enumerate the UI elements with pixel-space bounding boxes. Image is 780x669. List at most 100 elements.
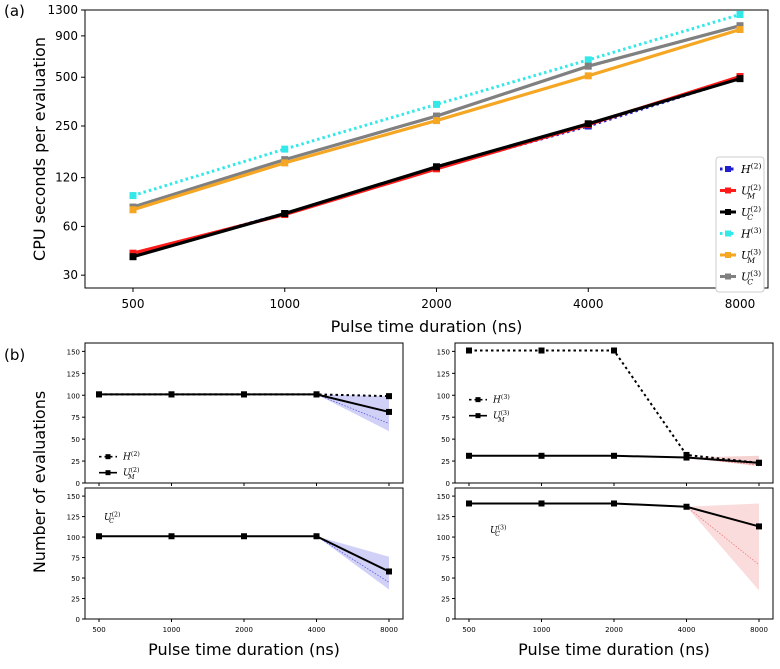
data-point-5 [433, 112, 440, 120]
y-tick-label-b3: 50 [71, 575, 80, 583]
y-tick-label-b2: 150 [437, 348, 450, 356]
data-point-2 [584, 120, 592, 128]
y-tick-label-b4: 150 [437, 493, 450, 501]
x-tick-label-b3: 500 [92, 626, 105, 634]
band-trace-b3 [316, 535, 390, 583]
y-tick-label-b4: 0 [446, 616, 450, 624]
legend-marker [725, 252, 731, 258]
y-tick-label-b1: 50 [71, 436, 80, 444]
y-axis-label-a: CPU seconds per evaluation [30, 37, 49, 261]
data-point-b4 [683, 503, 690, 510]
y-tick-label-b4: 100 [437, 534, 450, 542]
panel-label-b4: U(3) C [490, 524, 507, 538]
x-tick-label-b3: 2000 [235, 626, 253, 634]
data-point-3 [736, 10, 744, 18]
y-tick-label-b1: 75 [71, 414, 80, 422]
y-tick-label-a: 1300 [47, 3, 78, 17]
data-point-b2 [538, 452, 545, 459]
data-point-2 [736, 75, 744, 83]
panel-label-b: (b) [4, 346, 25, 364]
y-tick-label-b3: 25 [71, 596, 80, 604]
band-trace-b1 [316, 394, 390, 424]
chart-b1: 0 25 50 75 100 125 150 H(2) U(2) M Number of evalu… [30, 342, 404, 573]
x-tick-label-b4: 4000 [678, 626, 696, 634]
y-tick-label-b3: 100 [67, 534, 80, 542]
y-tick-label-b2: 25 [441, 458, 450, 466]
x-axis-label-b3: Pulse time duration (ns) [148, 640, 340, 659]
y-tick-label-b2: 0 [446, 480, 450, 488]
y-tick-label-a: 900 [55, 29, 78, 43]
data-point-4 [584, 72, 592, 80]
legend-label: H(3) [740, 226, 761, 240]
x-tick-label-b4: 2000 [605, 626, 623, 634]
data-point-b2 [683, 454, 690, 461]
y-tick-label-a: 500 [55, 70, 78, 84]
y-tick-label-b4: 125 [437, 514, 450, 522]
x-tick-label-b4: 1000 [533, 626, 551, 634]
data-point-b4 [466, 500, 472, 507]
band-trace-b4 [686, 506, 760, 566]
x-axis-label-b4: Pulse time duration (ns) [518, 640, 710, 659]
data-point-b4 [756, 523, 762, 530]
x-tick-label-a: 1000 [269, 297, 300, 311]
y-tick-label-b3: 75 [71, 555, 80, 563]
series-line-b2-0 [469, 349, 760, 464]
y-tick-label-a: 120 [55, 171, 78, 185]
y-tick-label-b4: 75 [441, 555, 450, 563]
data-point-b1 [168, 391, 175, 398]
legend-marker [725, 230, 731, 237]
x-tick-label-a: 4000 [573, 297, 604, 311]
uncertainty-band-b1 [316, 394, 389, 432]
data-point-b2 [611, 347, 617, 354]
data-point-b2 [611, 452, 617, 459]
y-tick-label-b1: 0 [76, 480, 80, 488]
y-tick-label-b4: 50 [441, 575, 450, 583]
legend-a: H(2) U(2) M U(2) C H(3) U(3) M U(3) C [715, 156, 765, 293]
data-point-5 [584, 62, 592, 70]
y-tick-label-b1: 150 [67, 348, 80, 356]
y-tick-label-b1: 125 [67, 370, 80, 378]
data-point-b3 [241, 533, 247, 540]
y-tick-label-a: 30 [63, 268, 78, 282]
data-point-b3 [168, 533, 175, 540]
y-tick-label-b1: 100 [67, 392, 80, 400]
panel-label-b3: U(2) C [104, 511, 121, 525]
legend-label: H(2) [740, 162, 761, 176]
chart-b2: 0 25 50 75 100 125 150 H(3) U(3) M [437, 342, 774, 488]
y-tick-label-b2: 50 [441, 436, 450, 444]
data-point-b1 [96, 391, 102, 398]
data-point-4 [736, 26, 744, 34]
legend-label-b1: H(2) [122, 451, 140, 463]
data-point-b2 [756, 459, 762, 466]
y-tick-label-b2: 100 [437, 392, 450, 400]
y-tick-label-b1: 25 [71, 458, 80, 466]
legend-label-b2: U(3) M [493, 410, 510, 424]
data-point-2 [433, 163, 440, 171]
legend-marker-b2 [475, 397, 481, 403]
panel-label-a: (a) [4, 2, 25, 20]
data-point-2 [281, 210, 289, 218]
chart-a: 30 60 120 250 500 900 1300 500 1000 2000 4000 8000 P… [30, 3, 769, 336]
y-tick-label-b2: 125 [437, 370, 450, 378]
data-point-5 [736, 22, 744, 30]
uncertainty-band-b3 [316, 536, 389, 590]
y-tick-label-b3: 150 [67, 493, 80, 501]
legend-marker-b2 [475, 413, 481, 419]
data-point-4 [433, 117, 440, 125]
data-point-b3 [313, 533, 320, 540]
legend-marker-b1 [105, 470, 111, 476]
data-point-b2 [466, 347, 472, 354]
data-point-b3 [96, 533, 102, 540]
y-tick-label-b2: 75 [441, 414, 450, 422]
y-tick-label-b3: 0 [76, 616, 80, 624]
plot-frame-a [84, 9, 769, 289]
data-point-b3 [386, 568, 392, 575]
data-point-3 [433, 100, 440, 108]
legend-marker-b1 [105, 454, 111, 460]
data-point-3 [584, 56, 592, 64]
y-tick-label-b4: 25 [441, 596, 450, 604]
legend-label: U(3) M [741, 248, 761, 265]
data-point-b4 [538, 500, 545, 507]
data-point-2 [129, 253, 137, 261]
